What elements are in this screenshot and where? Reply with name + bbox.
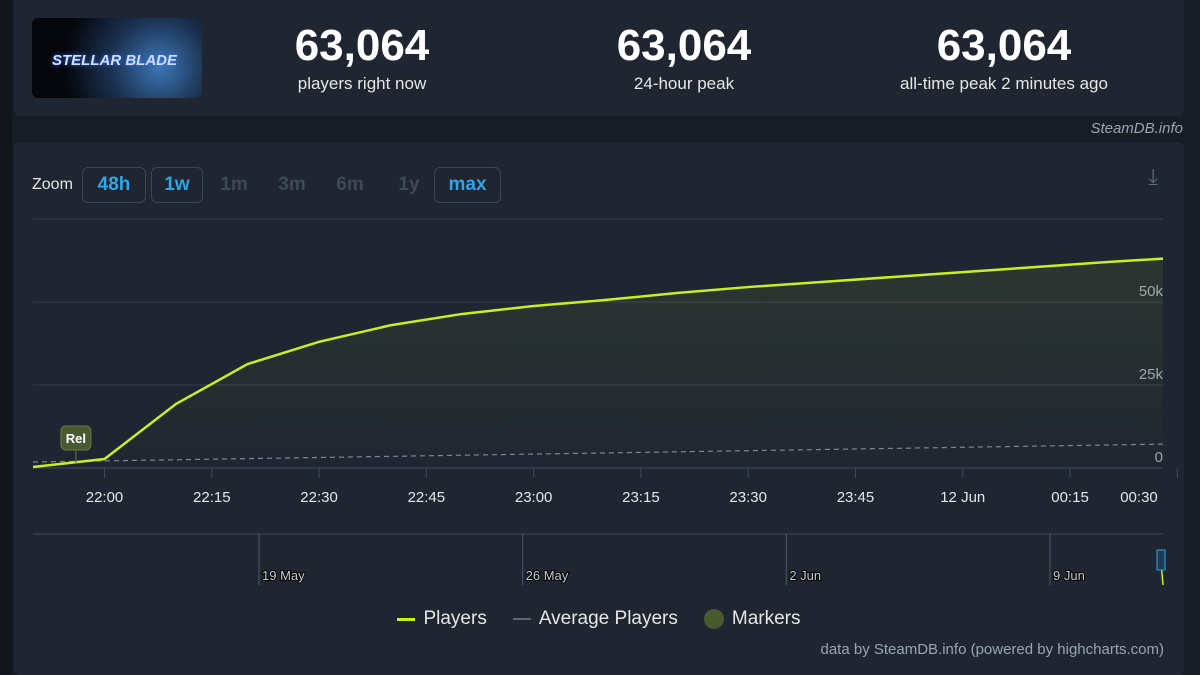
- chart-legend: Players Average Players Markers: [14, 608, 1184, 630]
- x-tick-label: 00:30: [1120, 489, 1158, 506]
- x-tick-label: 23:15: [622, 489, 660, 506]
- zoom-label: Zoom: [32, 176, 73, 193]
- x-tick-label: 12 Jun: [940, 489, 985, 506]
- markers-dot-icon: [703, 609, 724, 629]
- legend-markers[interactable]: Markers: [703, 608, 801, 630]
- x-tick-label: 22:45: [408, 489, 446, 506]
- x-tick-label: 23:45: [837, 489, 875, 506]
- navigator-label: 9 Jun: [1053, 568, 1085, 583]
- navigator-label: 26 May: [526, 568, 569, 583]
- average-swatch-icon: [512, 618, 531, 620]
- navigator-handle[interactable]: [1156, 549, 1166, 571]
- x-tick-label: 22:00: [86, 489, 124, 506]
- legend-average-players[interactable]: Average Players: [512, 608, 678, 630]
- download-icon[interactable]: ⤓: [1148, 164, 1158, 189]
- marker-label: Rel: [66, 431, 86, 446]
- zoom-48h-button[interactable]: 48h: [82, 167, 146, 203]
- legend-label: Markers: [731, 608, 801, 629]
- legend-players[interactable]: Players: [397, 608, 487, 630]
- steamdb-credit[interactable]: SteamDB.info: [1090, 120, 1183, 137]
- game-logo: STELLAR BLADE: [52, 52, 177, 69]
- stat-value: 63,064: [936, 21, 1072, 70]
- stat-value: 63,064: [294, 21, 430, 70]
- x-tick-label: 00:15: [1051, 489, 1089, 506]
- stat-value: 63,064: [616, 21, 752, 70]
- x-tick-label: 22:15: [193, 489, 231, 506]
- stat-label: all-time peak 2 minutes ago: [900, 74, 1108, 93]
- zoom-1w-button[interactable]: 1w: [151, 167, 203, 203]
- zoom-1m-button: 1m: [220, 174, 248, 195]
- players-area: [33, 258, 1163, 468]
- stat-label: 24-hour peak: [633, 74, 735, 93]
- stat-current-players: 63,064 players right now: [212, 22, 512, 94]
- stat-label: players right now: [297, 74, 427, 93]
- game-capsule-image[interactable]: STELLAR BLADE: [32, 18, 202, 98]
- page-edge: [0, 0, 12, 675]
- legend-label: Players: [423, 608, 487, 629]
- x-tick-label: 22:30: [300, 489, 338, 506]
- players-swatch-icon: [397, 617, 416, 621]
- zoom-max-button[interactable]: max: [434, 167, 501, 203]
- x-tick-label: 23:30: [729, 489, 767, 506]
- marker-flag: [60, 425, 92, 451]
- stat-24h-peak: 63,064 24-hour peak: [534, 22, 834, 94]
- zoom-3m-button: 3m: [278, 174, 306, 195]
- chart-footer-credit[interactable]: data by SteamDB.info (powered by highcha…: [820, 641, 1165, 658]
- x-tick-label: 23:00: [515, 489, 553, 506]
- player-chart[interactable]: 025k50k22:0022:1522:3022:4523:0023:1523:…: [14, 142, 1184, 675]
- legend-label: Average Players: [538, 608, 678, 629]
- players-line: [32, 257, 1164, 469]
- navigator-label: 19 May: [262, 568, 305, 583]
- stat-all-time-peak: 63,064 all-time peak 2 minutes ago: [854, 22, 1154, 94]
- zoom-1y-button: 1y: [398, 174, 420, 195]
- zoom-6m-button: 6m: [336, 174, 364, 195]
- stats-header: STELLAR BLADE 63,064 players right now 6…: [14, 0, 1184, 116]
- navigator-label: 2 Jun: [789, 568, 821, 583]
